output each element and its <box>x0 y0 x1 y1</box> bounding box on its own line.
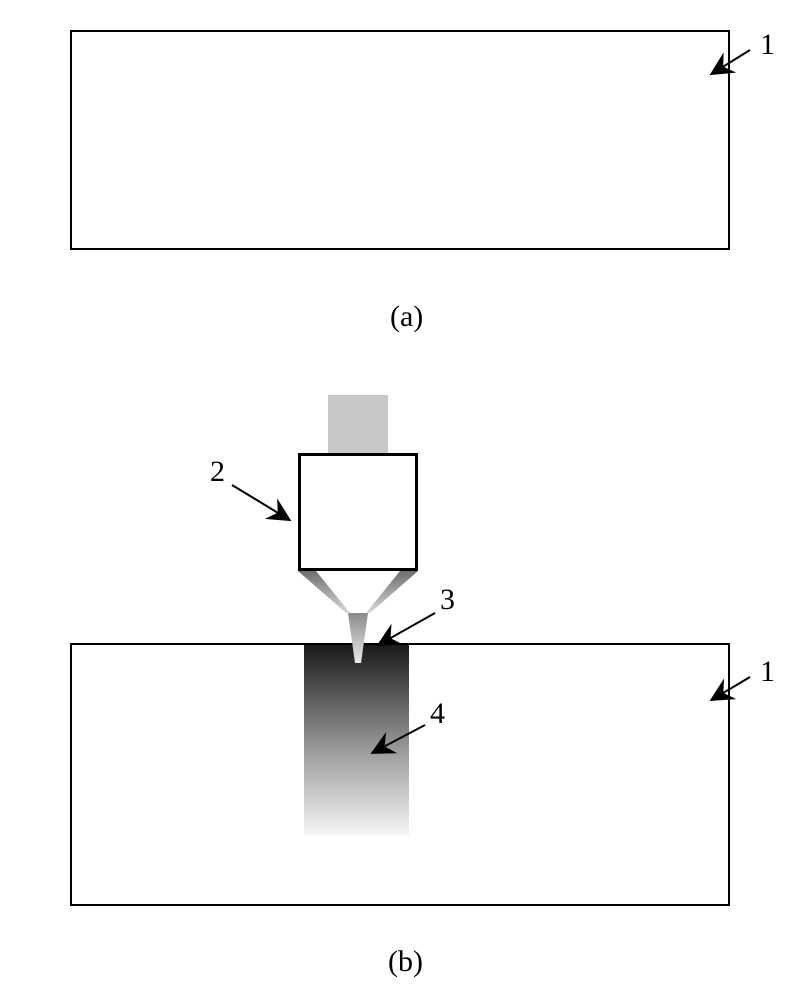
arrows-b <box>70 395 790 935</box>
panel-a: 1 <box>70 30 730 250</box>
caption-b: (b) <box>388 945 423 979</box>
label-2: 2 <box>210 455 225 489</box>
label-1-a: 1 <box>760 28 775 62</box>
label-3: 3 <box>440 583 455 617</box>
panel-b: 1 2 3 4 <box>70 395 730 935</box>
arrow-to-1-a <box>70 30 770 260</box>
label-1-b: 1 <box>760 655 775 689</box>
label-4: 4 <box>430 697 445 731</box>
caption-a: (a) <box>390 300 423 334</box>
